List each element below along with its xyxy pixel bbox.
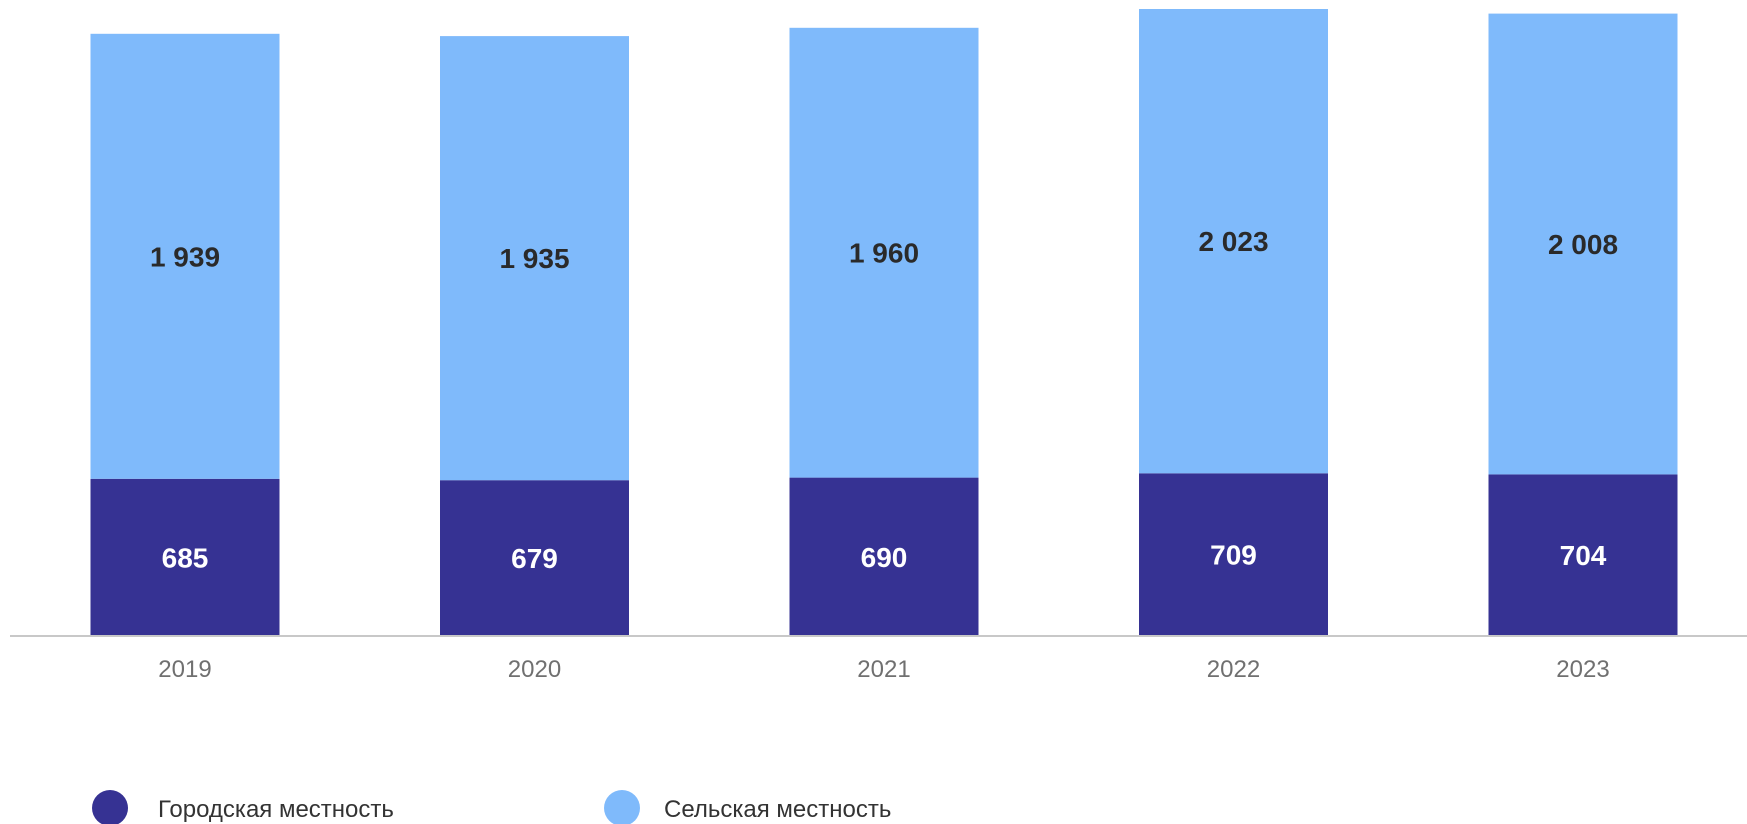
- x-tick-label-2022: 2022: [1207, 656, 1260, 683]
- bar-segment-urban-2019: [90, 478, 280, 636]
- legend: Городская местность Сельская местность: [92, 790, 891, 824]
- legend-swatch-rural: [604, 790, 640, 824]
- bars-layer: [90, 9, 1678, 636]
- bar-segment-urban-2020: [440, 480, 629, 636]
- value-label-urban-2021: 690: [861, 542, 908, 573]
- value-labels-layer: 685 1 939 679 1 935 690 1 960 709 2 023 704 2 008: [150, 226, 1618, 574]
- legend-item-urban: Городская местность: [92, 790, 394, 824]
- value-label-rural-2021: 1 960: [849, 238, 919, 269]
- bar-segment-urban-2021: [789, 477, 979, 636]
- value-label-urban-2022: 709: [1210, 540, 1257, 571]
- bar-segment-urban-2022: [1139, 473, 1328, 636]
- legend-item-rural: Сельская местность: [604, 790, 891, 824]
- value-label-urban-2019: 685: [162, 542, 209, 573]
- bar-segment-rural-2019: [90, 33, 280, 479]
- value-label-urban-2023: 704: [1560, 540, 1607, 571]
- x-tick-label-2020: 2020: [508, 656, 561, 683]
- legend-swatch-urban: [92, 790, 128, 824]
- value-label-rural-2019: 1 939: [150, 241, 220, 272]
- x-tick-label-2023: 2023: [1556, 656, 1609, 683]
- value-label-urban-2020: 679: [511, 543, 558, 574]
- bar-segment-rural-2022: [1139, 9, 1328, 474]
- legend-label-rural: Сельская местность: [664, 796, 891, 823]
- value-label-rural-2023: 2 008: [1548, 229, 1618, 260]
- bar-segment-rural-2021: [789, 27, 979, 478]
- bar-segment-rural-2023: [1488, 13, 1678, 475]
- x-axis-ticks: 2019 2020 2021 2022 2023: [158, 656, 1609, 683]
- bar-segment-urban-2023: [1488, 474, 1678, 636]
- x-tick-label-2019: 2019: [158, 656, 211, 683]
- x-tick-label-2021: 2021: [857, 656, 910, 683]
- value-label-rural-2020: 1 935: [499, 243, 569, 274]
- value-label-rural-2022: 2 023: [1198, 226, 1268, 257]
- legend-label-urban: Городская местность: [158, 796, 394, 823]
- bar-segment-rural-2020: [440, 36, 629, 481]
